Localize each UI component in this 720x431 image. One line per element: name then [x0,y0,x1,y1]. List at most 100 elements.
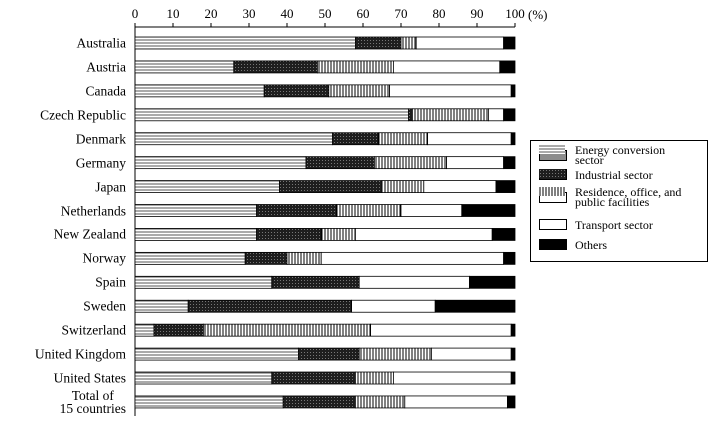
bar-segment [332,132,379,146]
bar-segment [408,108,413,122]
legend-swatch-fill [539,169,565,178]
bar-segment [134,395,284,409]
y-tick-label: Czech Republic [40,107,126,123]
bar-segment [491,228,516,241]
legend-item: Others [539,239,695,251]
bar-segment [354,36,402,50]
bar-segment [134,156,307,170]
legend: Energy conversion sector Industrial secto… [530,140,708,262]
bar-segment [335,204,402,217]
x-tick-label: 90 [471,6,484,21]
bar-segment [392,60,501,74]
y-tick-label: Sweden [83,298,126,314]
y-tick-label: United Kingdom [34,346,126,362]
y-tick-label: Japan [95,179,126,195]
legend-label: Industrial sector [575,167,653,182]
x-tick-label: 20 [205,6,218,21]
bar-segment [134,228,257,241]
bar-segment [461,204,516,217]
legend-swatch [539,239,567,250]
bar-segment [297,347,360,361]
bar-segment [370,323,512,337]
bar-segment [400,36,417,50]
bar-segment [134,275,273,289]
bar-segment [503,251,516,265]
legend-item: Energy conversion sector [539,143,695,167]
bar-segment [423,180,497,193]
bar-segment [427,132,512,146]
y-tick-label: Netherlands [60,203,126,218]
y-tick-label: Austria [86,59,126,75]
bar-segment [358,347,432,361]
legend-label: Residence, office, and public facilities [575,185,682,209]
bar-segment [487,108,504,122]
bar-segment [404,395,508,409]
bar-segment [354,371,394,385]
x-tick-label: 80 [433,6,446,21]
bar-segment [233,60,318,74]
bar-segment [244,251,288,265]
bar-segment [282,395,356,409]
legend-swatch-fill [539,187,565,196]
legend-swatch [539,219,567,230]
bar-segment [134,347,299,361]
bar-segment [510,323,516,337]
bar-segment [468,275,516,289]
bar-segment [373,156,447,170]
bar-segment [187,299,352,313]
legend-swatch [539,187,567,203]
bar-segment [430,347,512,361]
legend-swatch-fill [539,145,565,154]
legend-label: Energy conversion sector [575,143,666,167]
bar-segment [400,204,463,217]
bar-segment [415,36,505,50]
bar-segment [392,371,512,385]
bar-segment [358,275,470,289]
x-tick-label: 0 [132,6,139,21]
bar-segment [389,84,512,98]
bar-segment [256,228,322,241]
bar-segment [411,108,489,122]
y-tick-label: Australia [76,35,127,51]
legend-swatch [539,145,567,161]
y-tick-label: New Zealand [53,226,126,242]
x-tick-label: 70 [395,6,408,21]
bar-segment [503,36,516,50]
bar-segment [351,299,436,313]
y-tick-label: Germany [75,155,126,171]
bar-segment [377,132,429,146]
bar-segment [510,84,516,98]
bar-segment [434,299,516,313]
bar-segment [134,204,257,217]
bar-segment [510,371,516,385]
y-tick-label: Norway [82,250,127,266]
bar-segment [495,180,516,193]
legend-label: Transport sector [575,217,653,232]
y-tick-label: Spain [95,274,126,290]
bar-segment [134,60,235,74]
bar-segment [134,299,189,313]
bar-segment [354,395,406,409]
bar-segment [446,156,505,170]
bar-segment [510,347,516,361]
bar-segment [202,323,371,337]
x-tick-label: 60 [357,6,370,21]
legend-item: Industrial sector [539,167,695,182]
bar-segment [134,132,334,146]
x-tick-label: 100 [505,6,525,21]
bar-segment [134,36,356,50]
bar-segment [134,108,410,122]
y-tick-label: Total of 15 countries [59,387,126,416]
y-tick-label: Canada [85,83,126,99]
y-tick-label: Switzerland [61,322,126,338]
x-tick-label: 10 [167,6,180,21]
bar-segment [134,251,246,265]
bar-segment [510,132,516,146]
bar-segment [320,228,356,241]
bar-segment [134,323,155,337]
bar-segment [381,180,425,193]
bar-segment [153,323,204,337]
bar-segment [506,395,516,409]
bar-segment [328,84,390,98]
